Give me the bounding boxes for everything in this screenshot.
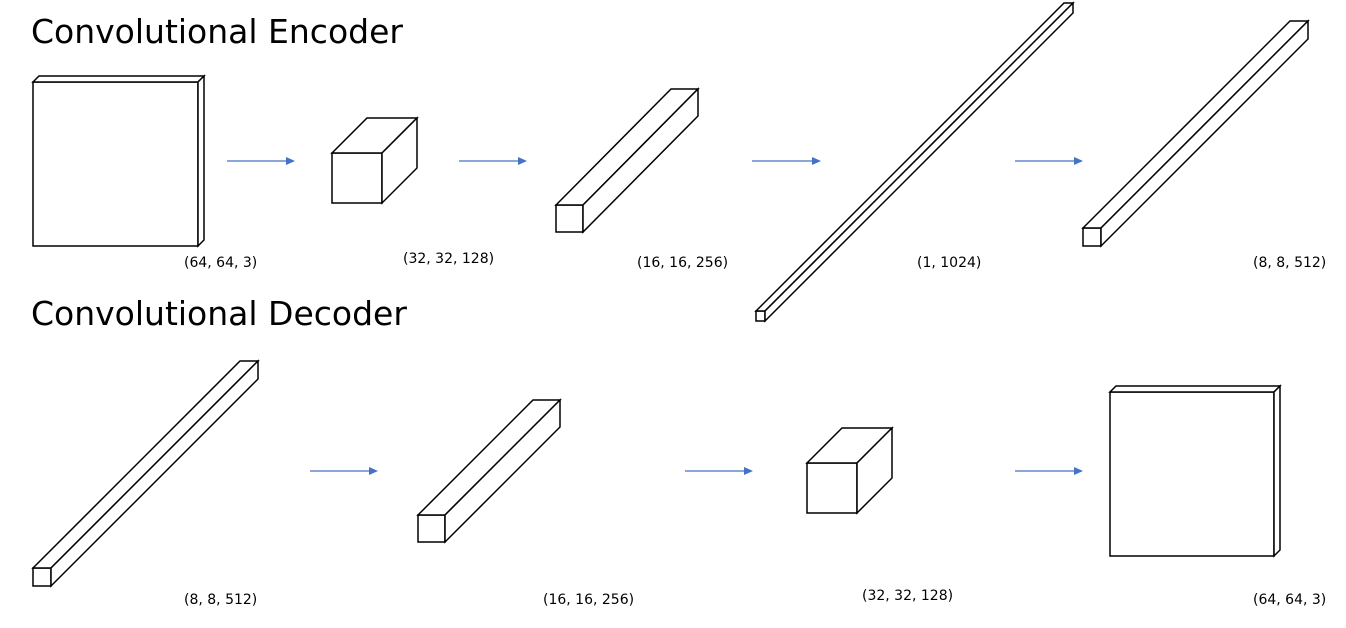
decoder-layer-output-block bbox=[1108, 384, 1282, 558]
decoder-arrow-3 bbox=[1015, 467, 1083, 475]
encoder-arrow-3 bbox=[752, 157, 821, 165]
decoder-layer-latent-block bbox=[31, 359, 260, 588]
encoder-label-conv2: (16, 16, 256) bbox=[637, 255, 729, 271]
decoder-label-output: (64, 64, 3) bbox=[1253, 592, 1327, 608]
decoder-arrows bbox=[310, 467, 1083, 475]
encoder-layers bbox=[31, 1, 1310, 323]
encoder-label-conv1: (32, 32, 128) bbox=[403, 251, 495, 267]
encoder-layer-conv2-block bbox=[554, 87, 700, 234]
encoder-arrow-1 bbox=[227, 157, 295, 165]
decoder-label-latent: (8, 8, 512) bbox=[184, 592, 258, 608]
encoder-label-flatten: (1, 1024) bbox=[917, 255, 982, 271]
decoder-layers bbox=[31, 359, 1282, 588]
encoder-layer-flatten-block bbox=[754, 1, 1075, 323]
encoder-arrow-2 bbox=[459, 157, 527, 165]
encoder-layer-latent-block bbox=[1081, 19, 1310, 248]
encoder-layer-conv1-block bbox=[330, 116, 419, 205]
decoder-layer-deconv1-block bbox=[416, 398, 562, 544]
decoder-arrow-1 bbox=[310, 467, 378, 475]
decoder-layer-deconv2-block bbox=[805, 426, 894, 515]
decoder-label-deconv1: (16, 16, 256) bbox=[543, 592, 635, 608]
encoder-label-input: (64, 64, 3) bbox=[184, 255, 258, 271]
decoder-title: Convolutional Decoder bbox=[31, 294, 407, 333]
encoder-arrows bbox=[227, 157, 1083, 165]
encoder-layer-input-block bbox=[31, 74, 206, 248]
encoder-label-latent: (8, 8, 512) bbox=[1253, 255, 1327, 271]
encoder-arrow-4 bbox=[1015, 157, 1083, 165]
encoder-title: Convolutional Encoder bbox=[31, 12, 403, 51]
decoder-arrow-2 bbox=[685, 467, 753, 475]
decoder-label-deconv2: (32, 32, 128) bbox=[862, 588, 954, 604]
